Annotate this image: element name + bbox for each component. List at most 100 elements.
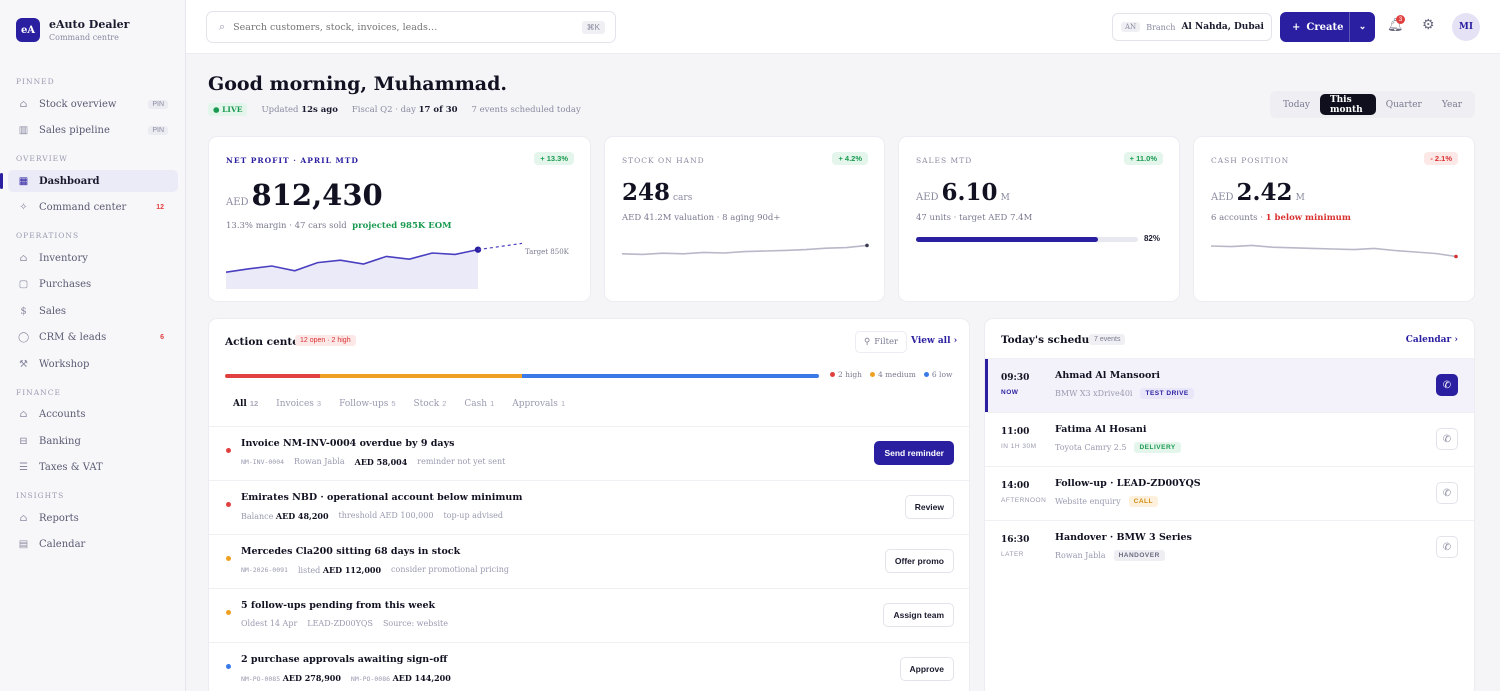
notifications-button[interactable]: 🔔︎ 3 [1387, 15, 1405, 36]
action-item-meta: NM-INV-0004 Rowan Jabla AED 58,004 reminde… [241, 457, 505, 467]
filter-button[interactable]: ⚲ Filter [855, 331, 908, 353]
range-tab-this-month[interactable]: This month [1319, 94, 1376, 115]
sidebar-item-sales-pipeline[interactable]: ▥ Sales pipeline PIN [8, 120, 178, 142]
approve-button[interactable]: Approve [899, 657, 954, 681]
schedule-relative-time: NOW [1001, 389, 1019, 396]
meta-part: AED 58,004 [354, 457, 408, 467]
severity-dot [226, 556, 231, 561]
meta-part: NM-2026-0091 [241, 566, 288, 574]
branch-selector[interactable]: AN Branch Al Nahda, Dubai ⌄ [1112, 13, 1272, 41]
sidebar-item-label: Taxes & VAT [39, 462, 103, 473]
sidebar-item-inventory[interactable]: ⌂ Inventory [8, 247, 178, 269]
wrench-icon: ⚒ [19, 358, 28, 370]
sidebar-item-workshop[interactable]: ⚒ Workshop [8, 353, 178, 375]
schedule-item[interactable]: 14:00 AFTERNOON Follow-up · LEAD-ZD00YQS We… [985, 466, 1474, 520]
sidebar-item-stock-overview[interactable]: ⌂ Stock overview PIN [8, 93, 178, 115]
schedule-item[interactable]: 16:30 LATER Handover · BMW 3 Series Rowan J… [985, 520, 1474, 574]
meta-part: NM-PO-0086 AED 144,200 [350, 673, 451, 683]
severity-dot [923, 372, 929, 377]
kpi-value-row: AED 812,430 [226, 178, 383, 212]
search-box[interactable]: ⌕ ⌘K [206, 11, 616, 43]
sidebar-item-taxes-vat[interactable]: ☰ Taxes & VAT [8, 457, 178, 479]
bar-chart-icon: ▥ [18, 125, 29, 136]
schedule-name: Follow-up · LEAD-ZD00YQS [1055, 478, 1201, 489]
brand[interactable]: eA eAuto Dealer Command centre [16, 18, 129, 42]
kpi-value-row: 248 cars [622, 179, 692, 206]
kpi-stock-on-hand[interactable]: STOCK ON HAND + 4.2% 248 cars AED 41.2M … [604, 136, 885, 302]
sidebar-item-banking[interactable]: ⊟ Banking [8, 430, 178, 452]
call-button[interactable]: ✆ [1436, 482, 1458, 504]
create-button[interactable]: + Create ⌄ [1280, 12, 1375, 42]
phone-icon: ✆ [1442, 379, 1452, 391]
create-dropdown-chevron-icon[interactable]: ⌄ [1349, 12, 1375, 42]
sparkline-line [622, 244, 868, 256]
range-tab-year[interactable]: Year [1441, 99, 1462, 110]
tab-approvals[interactable]: Approvals 1 [512, 399, 566, 409]
sidebar-item-badge: PIN [148, 99, 168, 109]
range-tab-today[interactable]: Today [1283, 99, 1310, 110]
kpi-label: SALES MTD [916, 156, 973, 165]
action-item[interactable]: Mercedes Cla200 sitting 68 days in stock… [209, 534, 969, 588]
call-button[interactable]: ✆ [1436, 536, 1458, 558]
sales-progress-fill [916, 237, 1099, 242]
send-reminder-button[interactable]: Send reminder [874, 441, 954, 465]
branch-value: Al Nahda, Dubai [1181, 22, 1264, 32]
meta-part: Source: website [382, 619, 448, 628]
schedule-detail: Website enquiry CALL [1055, 496, 1158, 507]
sidebar-item-accounts[interactable]: ⌂ Accounts [8, 404, 178, 426]
severity-dot [830, 372, 835, 377]
call-button[interactable]: ✆ [1436, 374, 1458, 396]
action-item[interactable]: 5 follow-ups pending from this week Oldes… [209, 588, 969, 642]
sidebar-item-purchases[interactable]: ▢ Purchases [8, 274, 178, 296]
action-item[interactable]: Emirates NBD · operational account below… [209, 480, 969, 534]
sidebar-item-label: Reports [39, 512, 79, 524]
meta-part: LEAD-ZD00YQS [307, 619, 373, 628]
unit: M [1295, 193, 1305, 203]
kpi-cash-position[interactable]: CASH POSITION - 2.1% AED 2.42 M 6 accoun… [1193, 136, 1475, 302]
action-item[interactable]: Invoice NM-INV-0004 overdue by 9 days NM-… [209, 426, 969, 480]
schedule-item[interactable]: 11:00 IN 1H 30M Fatima Al Hosani Toyota Cam… [985, 412, 1474, 466]
avatar[interactable]: MI [1452, 13, 1480, 41]
settings-button[interactable]: ⚙ [1422, 17, 1435, 33]
lock-icon: ⌂ [19, 512, 28, 524]
search-input[interactable] [233, 21, 564, 33]
kpi-label: NET PROFIT · APRIL MTD [226, 156, 359, 165]
view-all-link[interactable]: View all › [911, 336, 958, 346]
meta-part: Rowan Jabla [294, 457, 345, 466]
kpi-value: 2.42 [1236, 179, 1293, 206]
create-label: Create [1306, 21, 1344, 33]
schedule-item[interactable]: 09:30 NOW Ahmad Al Mansoori BMW X3 xDrive40… [985, 358, 1474, 413]
action-item[interactable]: 2 purchase approvals awaiting sign-off NM… [209, 642, 969, 691]
sidebar-item-sales[interactable]: $ Sales [8, 300, 178, 322]
sidebar-item-calendar[interactable]: ▤ Calendar [8, 534, 178, 556]
review-button[interactable]: Review [904, 495, 954, 519]
tab-follow-ups[interactable]: Follow-ups 5 [339, 399, 396, 409]
updated-status: Updated 12s ago [261, 104, 338, 115]
chevron-down-icon: ⌄ [1255, 22, 1263, 32]
offer-promo-button[interactable]: Offer promo [884, 549, 954, 573]
filter-icon: ⚲ [864, 337, 871, 347]
range-tab-quarter[interactable]: Quarter [1385, 99, 1422, 110]
tab-stock[interactable]: Stock 2 [413, 399, 447, 409]
sidebar-item-dashboard[interactable]: ▦ Dashboard [0, 170, 178, 192]
schedule-name: Fatima Al Hosani [1055, 424, 1147, 435]
sidebar-item-reports[interactable]: ⌂ Reports [8, 507, 178, 529]
assign-team-button[interactable]: Assign team [883, 603, 954, 627]
kpi-sub: 47 units · target AED 7.4M [916, 213, 1033, 223]
tab-invoices[interactable]: Invoices 3 [276, 399, 322, 409]
sidebar-item-command-center[interactable]: ✧ Command center 12 [8, 197, 178, 219]
tab-all[interactable]: All 12 [233, 399, 259, 409]
kpi-sales-mtd[interactable]: SALES MTD + 11.0% AED 6.10 M 47 units · … [898, 136, 1180, 302]
meta-part: threshold AED 100,000 [338, 511, 434, 520]
dashboard-icon: ▦ [18, 175, 29, 187]
kpi-value: 6.10 [941, 179, 998, 206]
sidebar-item-label: Inventory [39, 252, 88, 264]
call-button[interactable]: ✆ [1436, 428, 1458, 450]
sidebar-item-badge: 12 [156, 204, 164, 211]
sidebar-item-label: Calendar [39, 539, 86, 550]
sparkline-line [1211, 244, 1457, 258]
sidebar-item-crm-leads[interactable]: ◯ CRM & leads 6 [8, 327, 178, 349]
kpi-net-profit[interactable]: NET PROFIT · APRIL MTD + 13.3% AED 812,4… [208, 136, 591, 302]
calendar-link[interactable]: Calendar › [1405, 335, 1458, 345]
tab-cash[interactable]: Cash 1 [464, 399, 495, 409]
